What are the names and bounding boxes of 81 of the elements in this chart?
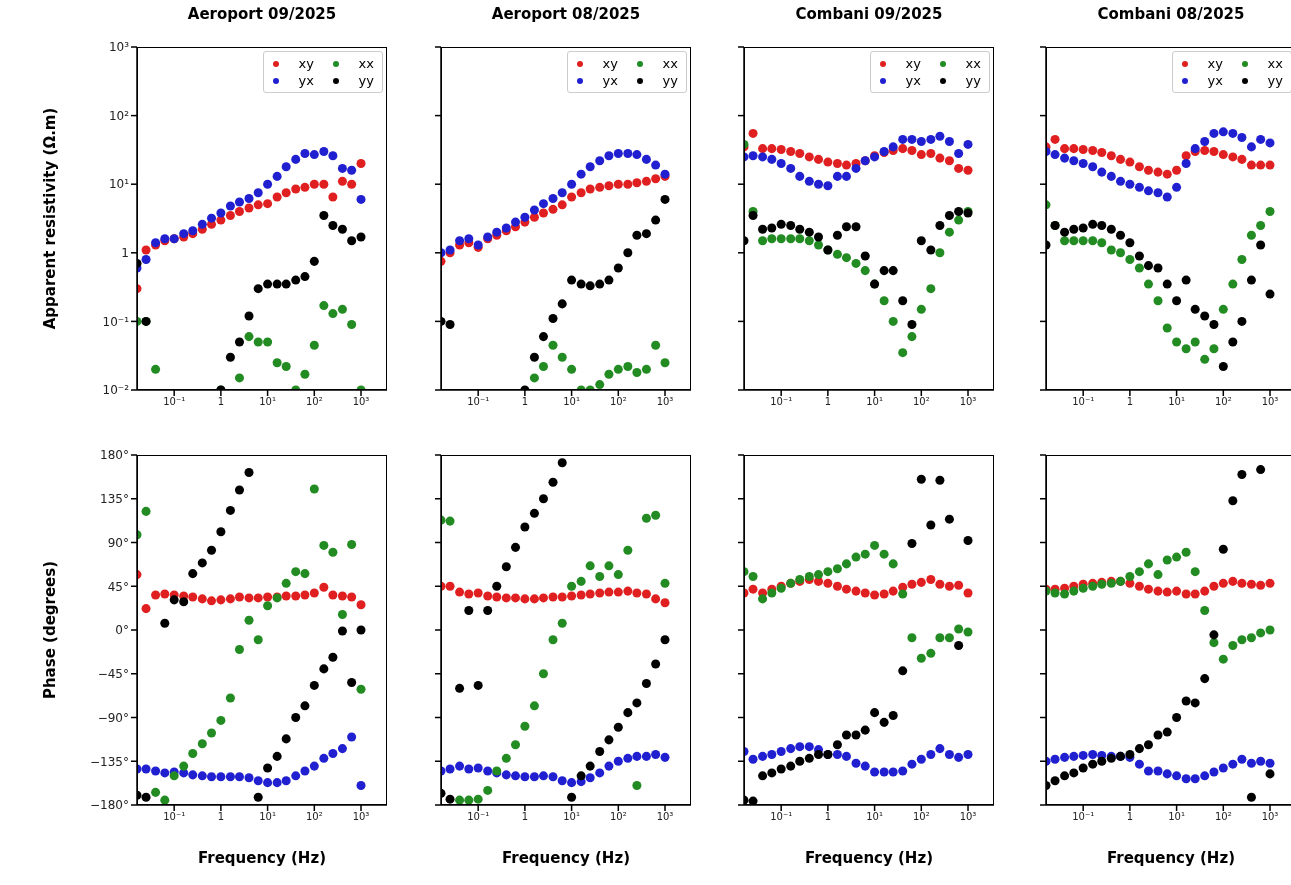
legend-label: yx	[297, 73, 314, 88]
x-tick-label: 10³	[1261, 811, 1279, 823]
x-tick-label: 1	[217, 396, 225, 408]
y-tick-label: 10⁻²	[102, 383, 130, 398]
x-tick-label: 10¹	[866, 396, 883, 408]
x-tick-label: 10³	[352, 396, 370, 408]
x-tick-label: 1	[217, 811, 225, 823]
x-tick-label: 10²	[1214, 396, 1232, 408]
x-tick-label: 1	[1126, 811, 1134, 823]
x-tick-label: 1	[521, 811, 529, 823]
x-tick-label: 10¹	[259, 396, 276, 408]
x-tick-label: 10²	[609, 396, 627, 408]
legend-label: yx	[1206, 73, 1223, 88]
y-tick-label: −180°	[90, 798, 129, 813]
x-tick-label: 10³	[959, 811, 977, 823]
x-tick-label: 10⁻¹	[467, 811, 490, 823]
x-tick-label: 10³	[656, 811, 674, 823]
x-tick-label: 10⁻¹	[163, 811, 186, 823]
y-tick-label: 10⁻¹	[102, 314, 130, 329]
legend-label: yy	[964, 73, 981, 88]
legend-label: xx	[964, 56, 981, 71]
x-tick-label: 10⁻¹	[163, 396, 186, 408]
y-tick-label: −90°	[97, 710, 129, 725]
legend-label: yy	[357, 73, 374, 88]
x-tick-label: 10¹	[866, 811, 883, 823]
chart-title: Aeroport 08/2025	[490, 5, 642, 23]
x-tick-label: 1	[824, 396, 832, 408]
y-tick-label: 135°	[100, 492, 129, 507]
y-tick-label: 10¹	[108, 177, 130, 192]
x-tick-label: 10¹	[563, 396, 580, 408]
legend-label: xy	[297, 56, 314, 71]
y-tick-label: −45°	[97, 667, 129, 682]
chart-title: Combani 08/2025	[1096, 5, 1246, 23]
y-tick-label: 10²	[108, 108, 130, 123]
legend-label: xy	[904, 56, 921, 71]
legend-label: yy	[661, 73, 678, 88]
chart-title: Aeroport 09/2025	[186, 5, 338, 23]
y-tick-label: −135°	[90, 754, 129, 769]
legend-label: xx	[1266, 56, 1283, 71]
x-tick-label: 10⁻¹	[467, 396, 490, 408]
x-tick-label: 10¹	[1168, 396, 1185, 408]
x-axis-title: Frequency (Hz)	[501, 849, 631, 867]
legend-label: yy	[1266, 73, 1283, 88]
x-tick-label: 10³	[1261, 396, 1279, 408]
x-tick-label: 10²	[305, 396, 323, 408]
x-tick-label: 10²	[305, 811, 323, 823]
x-tick-label: 10²	[912, 811, 930, 823]
x-tick-label: 10⁻¹	[770, 396, 793, 408]
x-tick-label: 10¹	[563, 811, 580, 823]
x-tick-label: 1	[824, 811, 832, 823]
legend-label: xy	[1206, 56, 1223, 71]
x-tick-label: 1	[521, 396, 529, 408]
legend-label: yx	[904, 73, 921, 88]
x-axis-title: Frequency (Hz)	[1106, 849, 1236, 867]
y-tick-label: 0°	[115, 623, 129, 638]
y-tick-label: 90°	[107, 535, 129, 550]
y-axis-title: Apparent resistivity (Ω.m)	[41, 107, 60, 330]
x-tick-label: 10⁻¹	[1072, 811, 1095, 823]
y-axis-title: Phase (degrees)	[41, 560, 60, 700]
x-tick-label: 10⁻¹	[770, 811, 793, 823]
x-tick-label: 10²	[912, 396, 930, 408]
legend-label: xy	[601, 56, 618, 71]
chart-title: Combani 09/2025	[794, 5, 944, 23]
y-tick-label: 180°	[100, 448, 129, 463]
x-tick-label: 1	[1126, 396, 1134, 408]
x-tick-label: 10²	[1214, 811, 1232, 823]
x-tick-label: 10³	[656, 396, 674, 408]
x-axis-title: Frequency (Hz)	[197, 849, 327, 867]
x-axis-title: Frequency (Hz)	[804, 849, 934, 867]
legend-label: xx	[357, 56, 374, 71]
y-tick-label: 1	[121, 246, 129, 261]
x-tick-label: 10²	[609, 811, 627, 823]
x-tick-label: 10³	[352, 811, 370, 823]
legend-label: yx	[601, 73, 618, 88]
y-tick-label: 45°	[107, 579, 129, 594]
x-tick-label: 10¹	[259, 811, 276, 823]
x-tick-label: 10⁻¹	[1072, 396, 1095, 408]
x-tick-label: 10³	[959, 396, 977, 408]
y-tick-label: 10³	[108, 40, 130, 55]
x-tick-label: 10¹	[1168, 811, 1185, 823]
legend-label: xx	[661, 56, 678, 71]
